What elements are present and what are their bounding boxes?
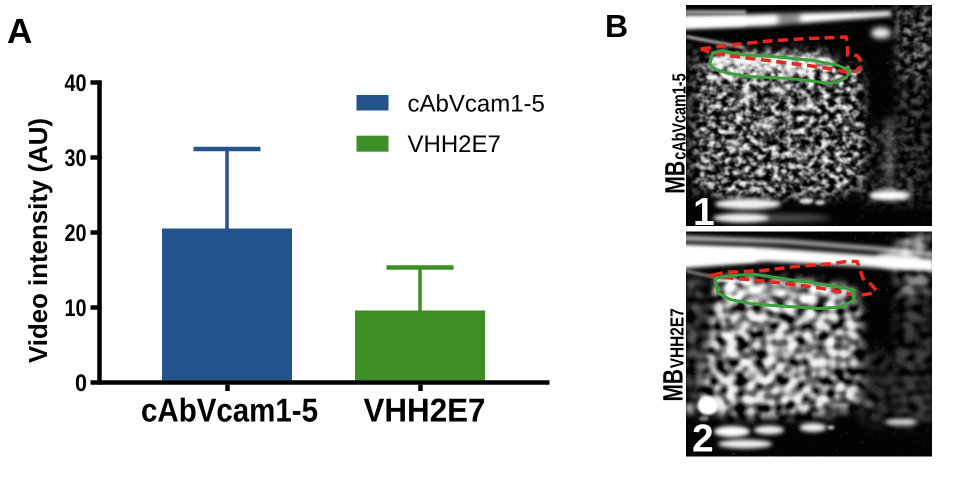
svg-text:B: B [605, 8, 628, 44]
svg-text:30: 30 [65, 145, 87, 172]
svg-text:MBcAbVcam1-5: MBcAbVcam1-5 [660, 73, 691, 194]
svg-text:VHH2E7: VHH2E7 [408, 131, 501, 158]
svg-text:cAbVcam1-5: cAbVcam1-5 [141, 392, 318, 429]
svg-text:20: 20 [65, 220, 87, 247]
svg-text:10: 10 [65, 295, 87, 322]
svg-text:cAbVcam1-5: cAbVcam1-5 [408, 91, 545, 118]
svg-text:1: 1 [693, 191, 715, 234]
svg-text:A: A [7, 12, 32, 51]
svg-text:0: 0 [75, 370, 87, 397]
svg-text:VHH2E7: VHH2E7 [364, 392, 486, 429]
svg-text:2: 2 [692, 418, 714, 461]
svg-text:Video intensity (AU): Video intensity (AU) [23, 118, 53, 363]
svg-text:MBVHH2E7: MBVHH2E7 [658, 308, 689, 401]
svg-text:40: 40 [65, 70, 87, 97]
